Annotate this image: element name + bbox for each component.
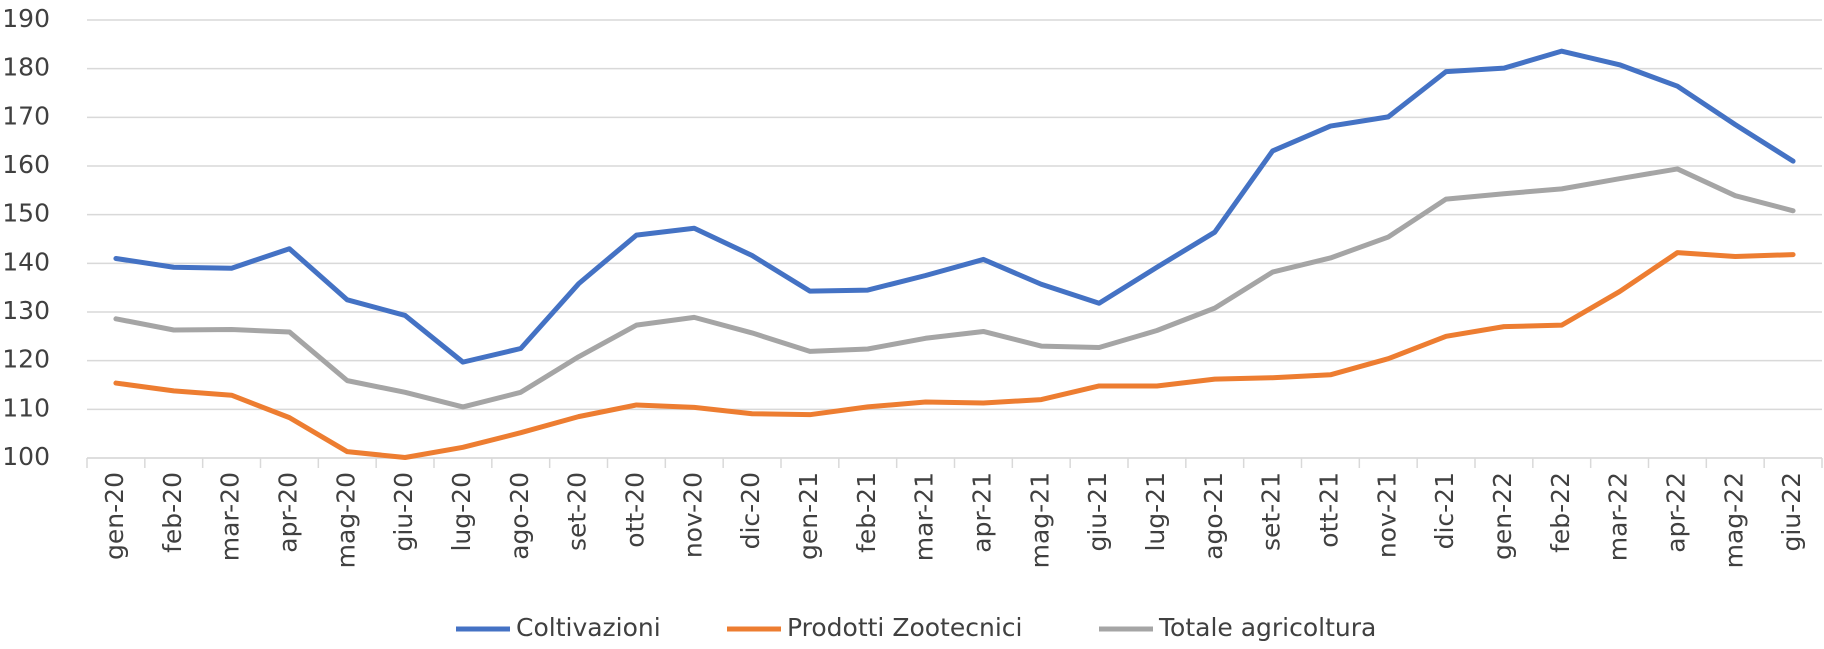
y-tick-label: 140 [2, 247, 50, 276]
x-tick-label: mar-20 [216, 472, 245, 561]
y-tick-label: 130 [2, 296, 50, 325]
x-tick-label: nov-21 [1372, 472, 1401, 558]
x-tick-label: dic-21 [1430, 472, 1459, 549]
y-tick-label: 180 [2, 53, 50, 82]
series-line [113, 48, 1796, 365]
legend-label: Totale agricoltura [1158, 613, 1376, 642]
x-tick-label: gen-21 [794, 472, 823, 560]
y-tick-label: 150 [2, 199, 50, 228]
legend-label: Prodotti Zootecnici [787, 613, 1022, 642]
series-line [113, 166, 1796, 410]
x-tick-label: lug-21 [1141, 472, 1170, 552]
x-tick-label: apr-21 [967, 472, 996, 553]
x-tick-label: apr-20 [273, 472, 302, 553]
y-tick-label: 110 [2, 393, 50, 422]
x-tick-label: gen-20 [100, 472, 129, 560]
x-tick-label: mag-22 [1719, 472, 1748, 568]
x-tick-label: ago-20 [505, 472, 534, 560]
x-tick-label: ago-21 [1199, 472, 1228, 560]
x-tick-label: set-20 [563, 472, 592, 551]
y-tick-label: 100 [2, 442, 50, 471]
y-tick-label: 120 [2, 345, 50, 374]
x-tick-label: lug-20 [447, 472, 476, 552]
x-tick-label: mar-22 [1604, 472, 1633, 561]
x-tick-label: apr-22 [1661, 472, 1690, 553]
x-tick-label: giu-22 [1777, 472, 1806, 552]
x-tick-label: giu-21 [1083, 472, 1112, 552]
x-tick-label: mag-21 [1025, 472, 1054, 568]
x-tick-label: feb-21 [852, 472, 881, 553]
x-tick-label: set-21 [1257, 472, 1286, 551]
x-tick-label: feb-22 [1546, 472, 1575, 553]
y-tick-label: 170 [2, 101, 50, 130]
x-tick-label: nov-20 [678, 472, 707, 558]
x-tick-label: ott-20 [620, 472, 649, 548]
x-tick-label: giu-20 [389, 472, 418, 552]
legend-label: Coltivazioni [516, 613, 661, 642]
x-tick-label: dic-20 [736, 472, 765, 549]
x-tick-label: ott-21 [1314, 472, 1343, 548]
x-tick-label: feb-20 [158, 472, 187, 553]
x-tick-label: mag-20 [331, 472, 360, 568]
series-line [113, 250, 1796, 461]
y-tick-label: 190 [2, 4, 50, 33]
x-tick-label: gen-22 [1488, 472, 1517, 560]
y-tick-label: 160 [2, 150, 50, 179]
x-tick-label: mar-21 [910, 472, 939, 561]
